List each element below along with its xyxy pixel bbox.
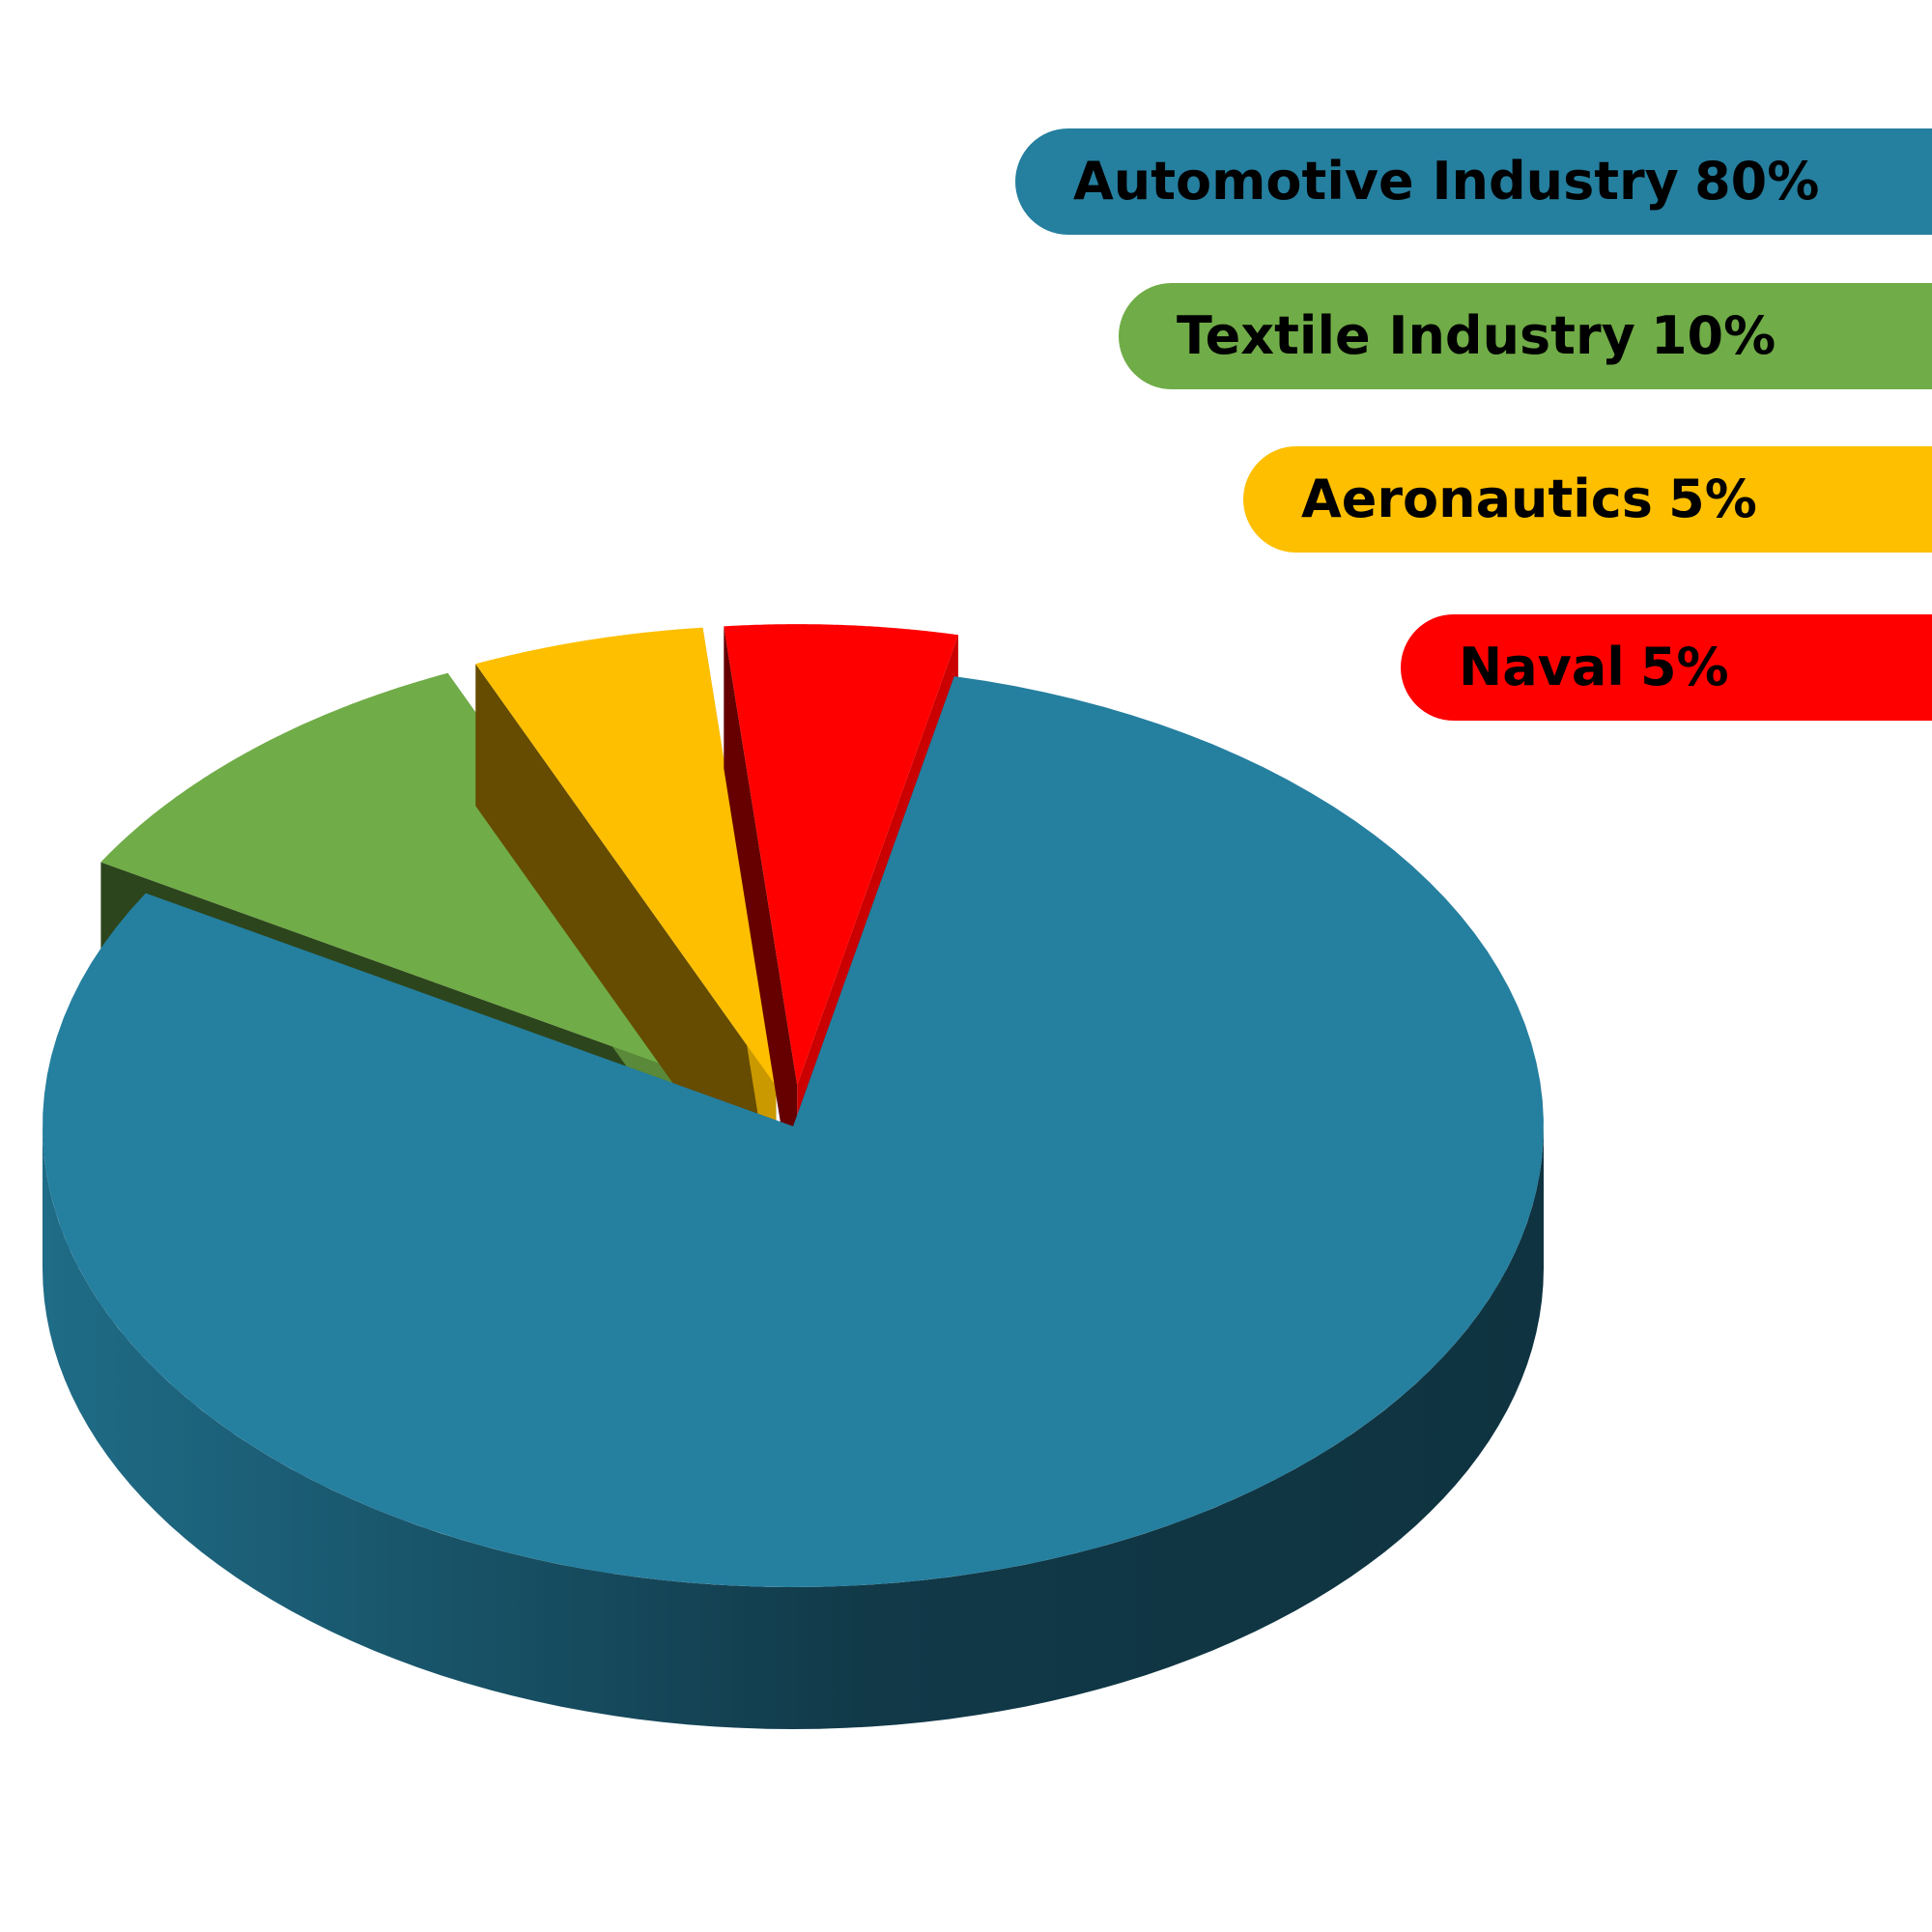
legend-pill <box>1243 446 1932 553</box>
legend-entry: Naval 5% <box>1459 637 1729 697</box>
legend-entry: Textile Industry 10% <box>1177 305 1776 366</box>
legend-label: Naval <box>1459 637 1625 697</box>
legend-label: Textile Industry <box>1177 305 1635 366</box>
legend-value: 80% <box>1694 151 1819 212</box>
legend-pill <box>1119 283 1932 389</box>
slice <box>100 672 749 1095</box>
pie <box>43 624 1544 1729</box>
legend-value: 5% <box>1640 637 1729 697</box>
slice-wall <box>43 1126 1544 1729</box>
legend: Automotive Industry 80% Textile Industry 10… <box>1015 128 1932 721</box>
legend-label: Aeronautics <box>1301 469 1653 529</box>
legend-entry: Automotive Industry 80% <box>1073 151 1819 212</box>
slice-side <box>475 664 777 1229</box>
legend-label: Automotive Industry <box>1073 151 1679 212</box>
slice <box>724 624 958 1086</box>
legend-pill <box>1015 128 1932 235</box>
legend-value: 10% <box>1651 305 1776 366</box>
legend-value: 5% <box>1668 469 1757 529</box>
legend-pill <box>1401 614 1932 721</box>
slice-side <box>724 626 798 1228</box>
slice <box>43 676 1544 1587</box>
slice <box>475 627 777 1087</box>
legend-entry: Aeronautics 5% <box>1301 469 1757 529</box>
